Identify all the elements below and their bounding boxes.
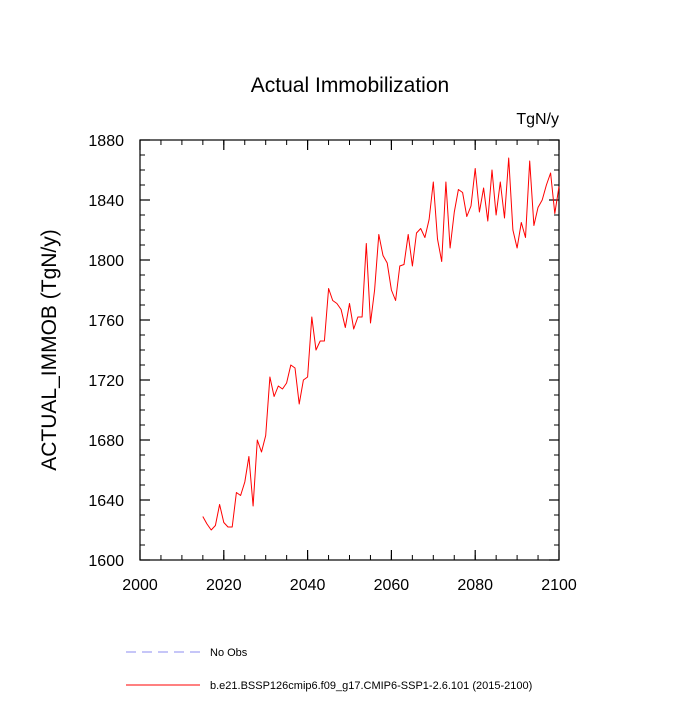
legend-label: No Obs: [210, 647, 248, 659]
x-tick-label: 2100: [541, 577, 577, 594]
x-tick-label: 2020: [206, 577, 242, 594]
y-tick-label: 1640: [88, 493, 124, 510]
series-line-0: [202, 157, 560, 531]
y-tick-label: 1840: [88, 193, 124, 210]
y-tick-label: 1600: [88, 553, 124, 570]
y-tick-label: 1760: [88, 313, 124, 330]
y-tick-label: 1720: [88, 373, 124, 390]
units-label: TgN/y: [516, 111, 559, 128]
plot-frame: [139, 139, 560, 561]
x-tick-label: 2060: [374, 577, 410, 594]
y-tick-label: 1880: [88, 133, 124, 150]
y-tick-label: 1800: [88, 253, 124, 270]
x-tick-label: 2040: [290, 577, 326, 594]
legend-label: b.e21.BSSP126cmip6.f09_g17.CMIP6-SSP1-2.…: [210, 680, 532, 692]
y-axis-label: ACTUAL_IMMOB (TgN/y): [38, 229, 61, 471]
x-tick-label: 2080: [457, 577, 493, 594]
x-tick-label: 2000: [122, 577, 158, 594]
chart-title: Actual Immobilization: [251, 74, 449, 97]
y-tick-label: 1680: [88, 433, 124, 450]
